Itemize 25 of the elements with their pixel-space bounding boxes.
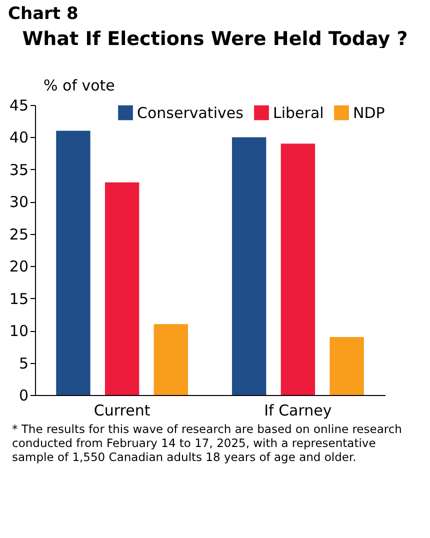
legend-label: Liberal [273, 104, 324, 122]
y-tick-label: 20 [9, 258, 28, 276]
chart-title: What If Elections Were Held Today ? [21, 27, 409, 52]
bar [330, 337, 364, 395]
y-tick-label: 25 [9, 225, 28, 244]
x-tick-label: Current [94, 402, 150, 420]
bar [280, 144, 316, 395]
y-tick-label: 10 [9, 322, 28, 340]
bar [104, 182, 140, 395]
y-tick-label: 35 [9, 160, 28, 179]
y-tick-label: 45 [9, 96, 28, 114]
legend-label: NDP [353, 104, 385, 122]
y-tick-label: 40 [9, 128, 28, 147]
x-tick-label: If Carney [264, 402, 332, 420]
y-tick-label: 5 [18, 354, 28, 372]
text: * The results for this wave of research are based on online research conducted from February 14 to 17, 2025, with a representative sample of 1,550 Canadian adults 18 years of age and older. [12, 422, 403, 464]
caption: Chart 8 [7, 3, 80, 24]
y-tick-label: 30 [9, 193, 28, 212]
y-axis-title: % of vote [44, 76, 115, 94]
bar [232, 137, 266, 395]
legend-label: Conservatives [137, 104, 244, 122]
bar [56, 130, 90, 395]
bar [154, 324, 188, 395]
y-tick-label: 15 [9, 290, 28, 308]
y-tick-label: 0 [18, 386, 28, 404]
